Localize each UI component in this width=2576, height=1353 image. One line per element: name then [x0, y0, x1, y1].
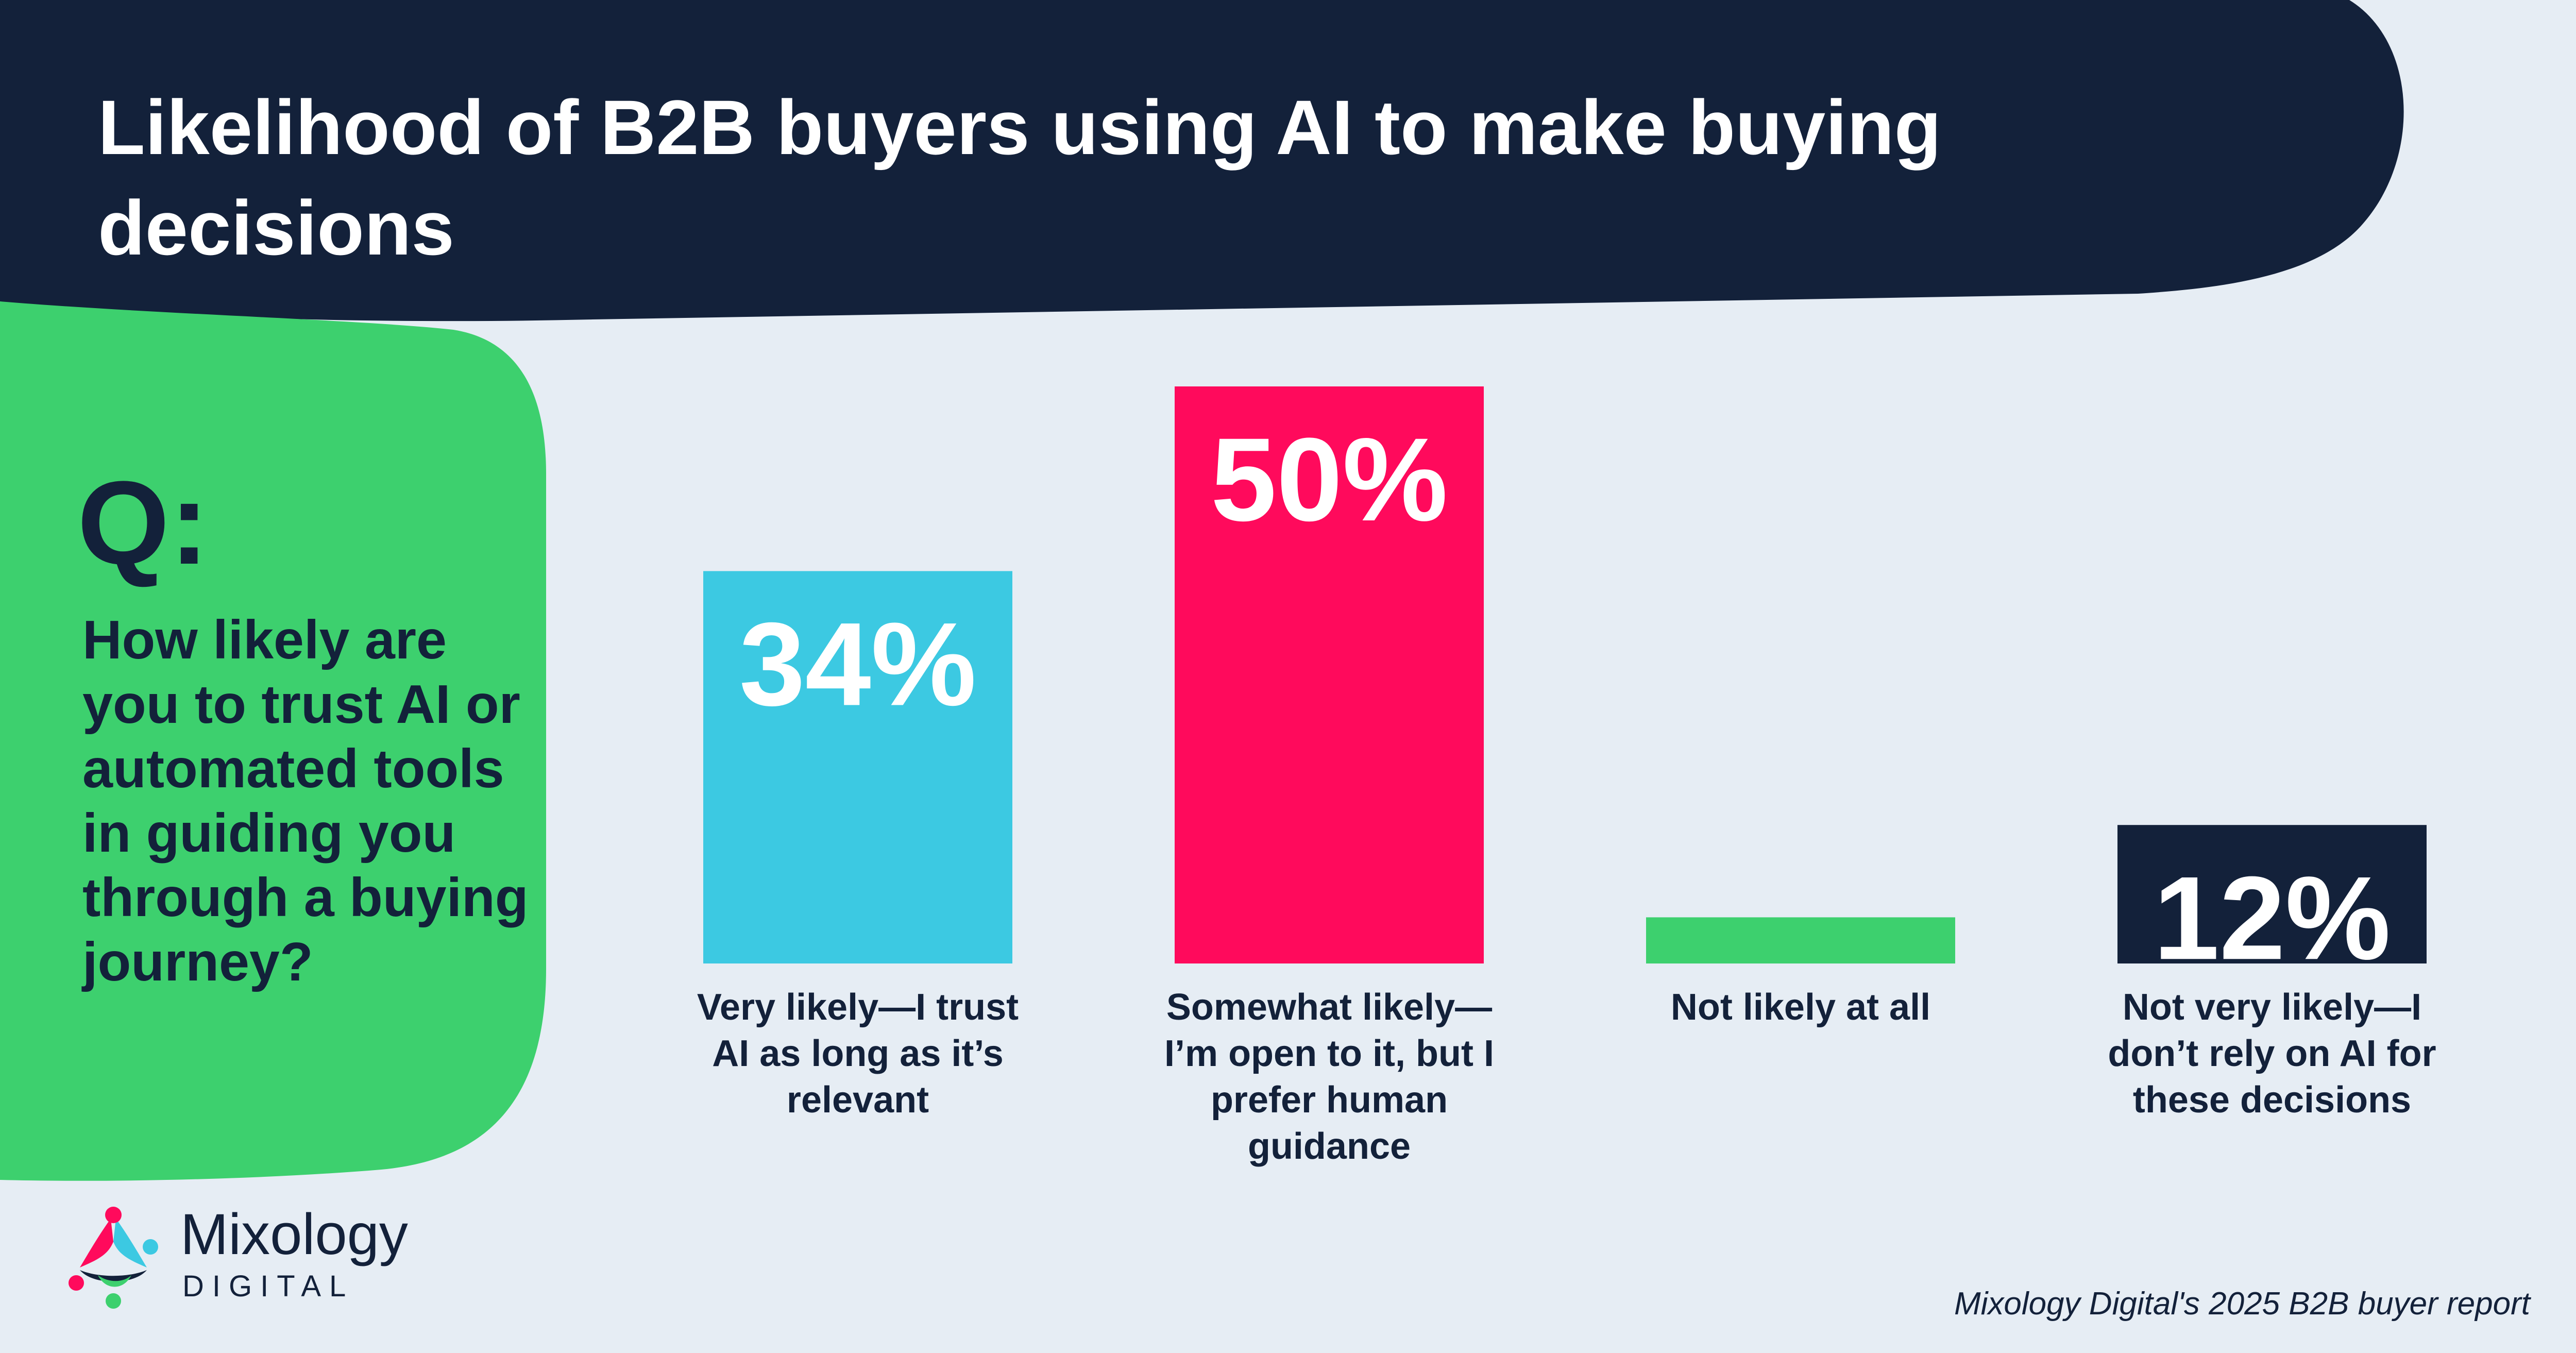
- logo-name: Mixology: [180, 1202, 408, 1266]
- bar-category-label-3: Not likely at all: [1670, 987, 1931, 1028]
- bar-value-label-3: 4%: [1715, 944, 1886, 963]
- bar-value-label-2: 50%: [1211, 413, 1448, 546]
- title-banner: [0, 0, 2404, 322]
- bar-category-label-1: Very likely—I trust AI as long as it’s r…: [697, 987, 1019, 1121]
- bar-1: [703, 571, 1012, 963]
- bar-category-label-4: Not very likely—I don’t rely on AI for t…: [2108, 987, 2436, 1121]
- question-marker: Q:: [77, 456, 209, 589]
- source-note: Mixology Digital's 2025 B2B buyer report: [1954, 1286, 2530, 1322]
- mixology-logo-icon: [69, 1207, 158, 1309]
- question-panel: [0, 301, 546, 1181]
- bar-value-label-4: 12%: [2154, 852, 2391, 963]
- bar-value-label-1: 34%: [739, 598, 976, 730]
- bar-3: [1646, 917, 1955, 963]
- question-text: How likely are you to trust AI or automa…: [82, 610, 529, 993]
- logo-subtitle: DIGITAL: [182, 1270, 354, 1303]
- bar-category-label-2: Somewhat likely—I’m open to it, but I pr…: [1164, 987, 1494, 1167]
- bar-4: [2117, 825, 2427, 963]
- chart-plot: 34% 50% 4% 12%: [703, 386, 2427, 1076]
- bar-chart: 34% 50% 4% 12% Very likely—I trust AI as lo…: [670, 361, 2524, 1211]
- bar-2: [1175, 386, 1484, 963]
- brand-logo: Mixology DIGITAL: [67, 1206, 479, 1319]
- page-title: Likelihood of B2B buyers using AI to mak…: [98, 84, 1942, 271]
